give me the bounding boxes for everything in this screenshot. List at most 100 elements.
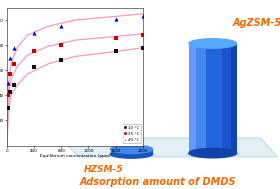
Polygon shape [201, 43, 202, 153]
Polygon shape [62, 138, 277, 157]
Polygon shape [224, 43, 225, 153]
Point [141, 34, 145, 37]
Polygon shape [223, 43, 224, 153]
Ellipse shape [111, 150, 153, 158]
Polygon shape [146, 149, 147, 154]
Point [11, 63, 16, 66]
Ellipse shape [189, 148, 237, 158]
Polygon shape [198, 43, 199, 153]
Point [113, 36, 118, 39]
Polygon shape [118, 149, 119, 154]
Text: HZSM-5: HZSM-5 [84, 165, 123, 174]
Point [59, 59, 64, 62]
Point [8, 73, 13, 76]
Polygon shape [236, 43, 237, 153]
Polygon shape [200, 43, 201, 153]
Point [11, 84, 16, 87]
Polygon shape [138, 149, 139, 154]
Polygon shape [233, 43, 234, 153]
Polygon shape [119, 149, 120, 154]
Polygon shape [212, 43, 213, 153]
Polygon shape [204, 43, 205, 153]
Point [32, 31, 36, 34]
Polygon shape [213, 43, 214, 153]
Ellipse shape [189, 39, 237, 48]
Point [113, 17, 118, 20]
Point [8, 90, 13, 93]
Polygon shape [116, 149, 117, 154]
Point [141, 15, 145, 18]
Polygon shape [148, 149, 150, 154]
Polygon shape [206, 43, 207, 153]
Polygon shape [235, 43, 236, 153]
Polygon shape [229, 43, 230, 153]
Polygon shape [211, 43, 212, 153]
Point [6, 94, 11, 97]
Polygon shape [111, 149, 112, 154]
Text: AgZSM-5: AgZSM-5 [232, 18, 280, 28]
Polygon shape [150, 149, 151, 154]
Legend: 10 °C, 25 °C, 40 °C: 10 °C, 25 °C, 40 °C [123, 124, 141, 143]
Polygon shape [214, 43, 215, 153]
Polygon shape [114, 149, 115, 154]
Point [59, 25, 64, 28]
Polygon shape [135, 149, 136, 154]
Polygon shape [203, 43, 204, 153]
Point [32, 50, 36, 53]
Polygon shape [136, 149, 137, 154]
Polygon shape [218, 43, 219, 153]
Polygon shape [142, 149, 143, 154]
Polygon shape [133, 149, 134, 154]
Polygon shape [144, 149, 145, 154]
Polygon shape [139, 149, 140, 154]
Polygon shape [208, 43, 209, 153]
Ellipse shape [186, 152, 239, 156]
Polygon shape [129, 149, 130, 154]
Polygon shape [141, 149, 142, 154]
Polygon shape [199, 43, 200, 153]
Polygon shape [151, 149, 153, 154]
Polygon shape [227, 43, 228, 153]
Polygon shape [215, 43, 216, 153]
Polygon shape [143, 149, 144, 154]
Polygon shape [220, 43, 221, 153]
Point [11, 46, 16, 49]
Polygon shape [137, 149, 138, 154]
Polygon shape [221, 43, 222, 153]
Polygon shape [127, 149, 129, 154]
Point [6, 106, 11, 109]
Polygon shape [197, 43, 198, 153]
Polygon shape [216, 43, 217, 153]
Polygon shape [210, 43, 211, 153]
Polygon shape [196, 43, 197, 153]
Polygon shape [232, 43, 233, 153]
Polygon shape [192, 43, 193, 153]
Polygon shape [193, 43, 194, 153]
Text: Adsorption amount of DMDS: Adsorption amount of DMDS [80, 177, 236, 187]
Polygon shape [191, 43, 192, 153]
Polygon shape [112, 149, 113, 154]
Polygon shape [228, 43, 229, 153]
Polygon shape [226, 43, 227, 153]
Point [32, 65, 36, 68]
Polygon shape [219, 43, 220, 153]
Point [8, 56, 13, 59]
Polygon shape [225, 43, 226, 153]
Point [6, 81, 11, 84]
Polygon shape [202, 43, 203, 153]
Polygon shape [117, 149, 118, 154]
Polygon shape [195, 43, 196, 153]
Polygon shape [134, 149, 135, 154]
Polygon shape [122, 149, 123, 154]
Polygon shape [234, 43, 235, 153]
Polygon shape [126, 149, 127, 154]
Polygon shape [222, 43, 223, 153]
Polygon shape [123, 149, 124, 154]
Polygon shape [207, 43, 208, 153]
Polygon shape [189, 43, 190, 153]
Polygon shape [113, 149, 114, 154]
Polygon shape [209, 43, 210, 153]
Polygon shape [124, 149, 125, 154]
Polygon shape [231, 43, 232, 153]
Point [113, 50, 118, 53]
